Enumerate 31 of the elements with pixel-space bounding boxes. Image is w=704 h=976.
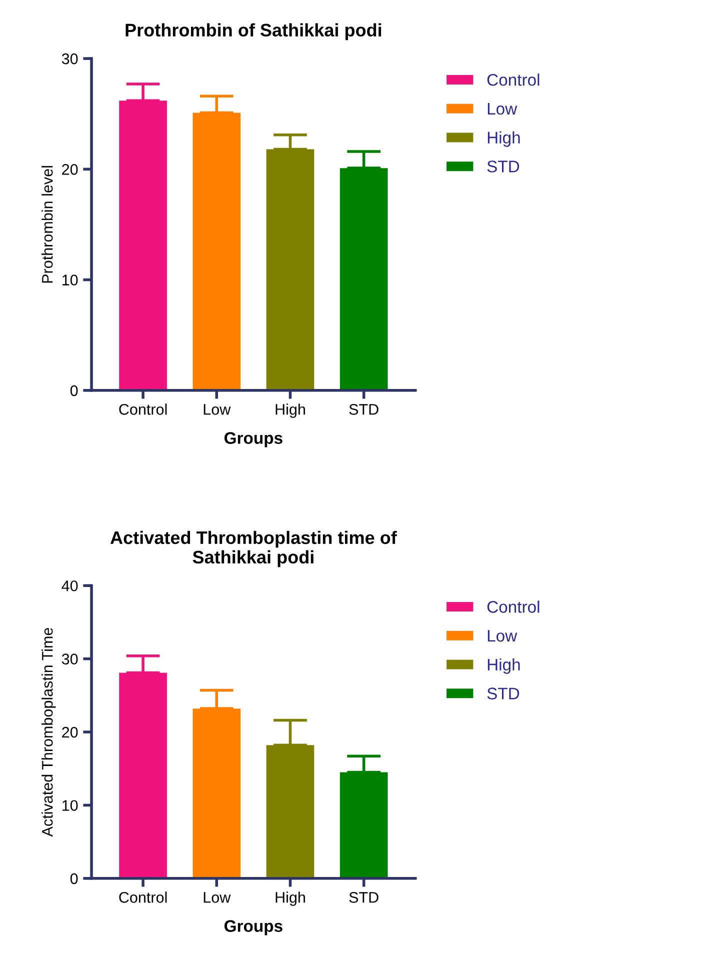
y-tick-label: 20: [62, 164, 78, 175]
y-tick-label: 30: [62, 654, 78, 664]
y-tick-label: 10: [62, 274, 78, 286]
legend-label: High: [488, 658, 520, 674]
x-tick-label: Low: [204, 404, 231, 415]
legend-label: STD: [487, 160, 520, 172]
x-tick-label: High: [276, 892, 305, 906]
legend-label: Control: [487, 600, 540, 613]
x-tick-label: Control: [119, 404, 167, 415]
x-tick-label: Control: [119, 892, 167, 903]
legend-label: Low: [488, 630, 518, 642]
y-tick-label: 0: [70, 873, 78, 884]
legend-label: STD: [487, 688, 520, 700]
x-tick-label: STD: [349, 892, 378, 903]
y-tick-label: 0: [70, 385, 78, 396]
x-axis-title: Groups: [224, 432, 282, 448]
chart-title: Activated Thromboplastin time of Sathikkai podi: [110, 530, 397, 568]
x-tick-label: STD: [349, 404, 378, 415]
chart-title: Prothrombin of Sathikkai podi: [126, 23, 382, 40]
legend-label: Low: [488, 103, 518, 115]
y-tick-label: 20: [62, 726, 78, 738]
y-axis-title: Prothrombin level: [42, 166, 53, 283]
y-tick-label: 30: [62, 53, 78, 64]
y-axis-title: Activated Thromboplastin Time: [42, 628, 56, 837]
x-axis-title: Groups: [224, 920, 282, 936]
y-tick-label: 10: [62, 800, 78, 811]
y-tick-label: 40: [62, 580, 78, 592]
x-tick-label: High: [276, 404, 305, 418]
x-tick-label: Low: [204, 892, 231, 903]
legend-label: High: [488, 131, 520, 147]
legend-label: Control: [487, 74, 540, 86]
